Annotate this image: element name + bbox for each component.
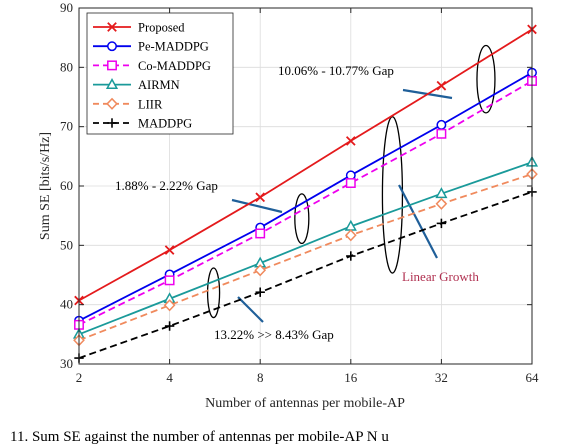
y-tick-label-0: 30	[60, 356, 73, 371]
annotation-gap-bottom: 13.22% >> 8.43% Gap	[214, 327, 334, 342]
series-line-co-maddpg	[78, 80, 533, 326]
legend-label-pe-maddpg: Pe-MADDPG	[138, 40, 209, 54]
x-tick-label-1: 4	[166, 370, 173, 385]
series-point-proposed-3	[345, 136, 356, 146]
legend-marker-pe-maddpg	[107, 41, 117, 52]
ellipse-gap-bottom	[206, 267, 221, 319]
y-tick-labels: 30 40 50 60 70 80 90	[60, 0, 73, 371]
series-point-maddpg-4	[436, 218, 447, 229]
legend-marker-liir	[106, 97, 118, 110]
y-tick-label-2: 50	[60, 237, 73, 252]
arrow-gap-bottom	[237, 296, 264, 323]
y-axis-label: Sum SE [bits/s/Hz]	[38, 132, 53, 240]
series-point-proposed-2	[255, 192, 266, 203]
series-line-airmn	[78, 161, 533, 336]
y-tick-label-6: 90	[60, 0, 73, 15]
y-tick-label-5: 80	[60, 59, 73, 74]
series-point-liir-4	[435, 197, 448, 210]
arrow-gap-mid	[231, 198, 283, 214]
series-point-liir-2	[254, 264, 267, 277]
series-point-pe-maddpg-4	[436, 119, 447, 130]
series-point-maddpg-3	[346, 251, 356, 261]
series-line-pe-maddpg	[78, 71, 533, 322]
series-point-airmn-4	[435, 187, 448, 199]
x-tick-label-3: 16	[344, 370, 358, 385]
y-tick-label-3: 60	[60, 178, 73, 193]
series-point-co-maddpg-2	[255, 228, 266, 239]
x-axis-label: Number of antennas per mobile-AP	[205, 396, 405, 411]
x-tick-label-5: 64	[526, 370, 540, 385]
tick-marks	[78, 7, 533, 365]
annotation-gap-top: 10.06% - 10.77% Gap	[278, 63, 394, 78]
legend-label-airmn: AIRMN	[138, 78, 180, 92]
x-tick-label-4: 32	[435, 370, 448, 385]
series-point-liir-1	[163, 299, 176, 312]
x-tick-label-2: 8	[257, 370, 264, 385]
series-lines	[72, 24, 539, 363]
y-tick-label-4: 70	[60, 119, 73, 134]
y-tick-label-1: 40	[60, 297, 73, 312]
legend-label-maddpg: MADDPG	[138, 117, 192, 131]
series-line-liir	[78, 173, 533, 342]
legend-marker-co-maddpg	[107, 60, 117, 71]
ellipse-gap-top	[476, 44, 496, 114]
series-point-maddpg-1	[164, 321, 175, 331]
annotation-linear-growth: Linear Growth	[402, 269, 479, 284]
annotation-shapes	[206, 44, 496, 323]
legend-label-proposed: Proposed	[138, 21, 185, 35]
legend-label-liir: LIIR	[138, 97, 163, 111]
series-line-proposed	[78, 28, 533, 302]
legend: Proposed Pe-MADDPG Co-MADDPG AIRMN LIIR MADDP…	[86, 12, 234, 135]
series-line-maddpg	[78, 191, 533, 359]
series-point-proposed-4	[436, 80, 447, 91]
figure-caption: 11. Sum SE against the number of antenna…	[10, 429, 389, 445]
series-point-liir-3	[344, 229, 357, 242]
annotation-gap-mid: 1.88% - 2.22% Gap	[115, 178, 218, 193]
legend-box	[86, 12, 234, 135]
ellipse-linear-growth	[381, 116, 404, 274]
x-tick-label-0: 2	[76, 370, 83, 385]
x-tick-labels: 2 4 8 16 32 64	[76, 370, 539, 385]
ellipse-gap-mid	[294, 193, 310, 245]
series-point-co-maddpg-3	[345, 178, 356, 188]
legend-marker-maddpg	[107, 118, 117, 128]
arrow-linear-growth	[398, 184, 438, 259]
legend-marker-proposed	[107, 22, 117, 32]
legend-marker-airmn	[105, 78, 119, 89]
series-point-maddpg-2	[255, 287, 265, 297]
series-point-co-maddpg-1	[164, 275, 175, 286]
legend-label-co-maddpg: Co-MADDPG	[138, 59, 211, 73]
series-point-co-maddpg-4	[436, 128, 447, 139]
series-point-proposed-1	[164, 245, 175, 255]
